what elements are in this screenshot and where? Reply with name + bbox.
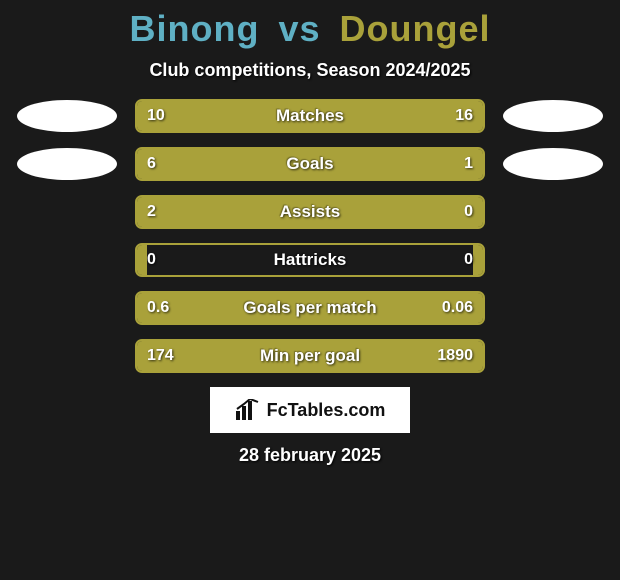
stat-bar: 1741890Min per goal — [135, 339, 485, 373]
stat-row: 1741890Min per goal — [0, 339, 620, 373]
stat-label: Assists — [137, 197, 483, 227]
stat-label: Hattricks — [137, 245, 483, 275]
player2-badge — [503, 100, 603, 132]
stat-row: 61Goals — [0, 147, 620, 181]
brand-chart-icon — [235, 399, 261, 421]
stat-bar: 1016Matches — [135, 99, 485, 133]
stat-row: 20Assists — [0, 195, 620, 229]
player1-badge — [17, 100, 117, 132]
stat-bar: 20Assists — [135, 195, 485, 229]
vs-text: vs — [278, 8, 320, 49]
stats-container: 1016Matches 61Goals 20Assists 00Hattricks 0.… — [0, 99, 620, 373]
player1-name: Binong — [129, 8, 259, 49]
stat-label: Min per goal — [137, 341, 483, 371]
player2-name: Doungel — [340, 8, 491, 49]
stat-row: 1016Matches — [0, 99, 620, 133]
comparison-card: Binong vs Doungel Club competitions, Sea… — [0, 0, 620, 580]
stat-bar: 0.60.06Goals per match — [135, 291, 485, 325]
player2-badge — [503, 148, 603, 180]
stat-row: 00Hattricks — [0, 243, 620, 277]
page-title: Binong vs Doungel — [0, 8, 620, 50]
brand-box: FcTables.com — [210, 387, 410, 433]
player1-badge — [17, 148, 117, 180]
stat-label: Matches — [137, 101, 483, 131]
brand-text: FcTables.com — [267, 400, 386, 421]
subtitle: Club competitions, Season 2024/2025 — [0, 60, 620, 81]
stat-label: Goals — [137, 149, 483, 179]
footer-date: 28 february 2025 — [0, 445, 620, 466]
stat-row: 0.60.06Goals per match — [0, 291, 620, 325]
stat-bar: 61Goals — [135, 147, 485, 181]
stat-bar: 00Hattricks — [135, 243, 485, 277]
stat-label: Goals per match — [137, 293, 483, 323]
